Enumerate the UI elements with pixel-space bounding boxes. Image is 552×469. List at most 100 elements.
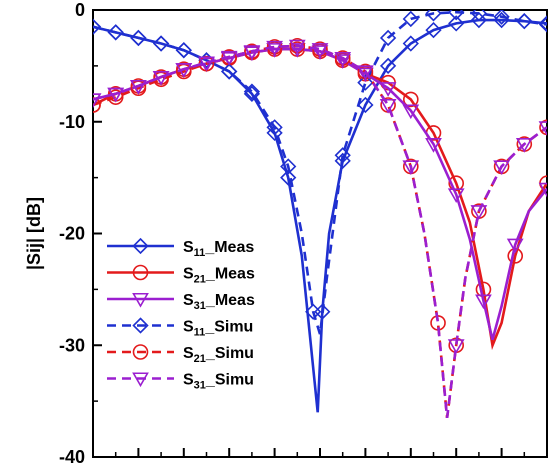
series-31_simu bbox=[93, 39, 547, 419]
data-point-marker bbox=[448, 15, 465, 32]
data-point-marker bbox=[220, 50, 238, 66]
data-point-marker bbox=[175, 42, 192, 59]
legend-item: S31_Simu bbox=[107, 372, 254, 392]
data-point-marker bbox=[448, 175, 465, 192]
legend-marker bbox=[132, 372, 149, 388]
data-point-marker bbox=[470, 205, 488, 220]
legend-label-suffix: _Simu bbox=[205, 372, 254, 389]
legend-label-prefix: S bbox=[183, 266, 194, 283]
data-point-marker bbox=[311, 43, 329, 58]
data-point-marker bbox=[538, 16, 547, 33]
legend-label: S11_Simu bbox=[183, 319, 253, 339]
data-point-marker bbox=[475, 294, 492, 310]
series-31_meas bbox=[93, 43, 547, 341]
data-point-marker bbox=[280, 158, 297, 175]
data-point-marker bbox=[515, 138, 533, 153]
legend-label-subscript: 31 bbox=[194, 300, 206, 312]
y-tick-label: -20 bbox=[59, 224, 85, 244]
legend-label-prefix: S bbox=[183, 239, 194, 256]
data-point-marker bbox=[493, 160, 510, 176]
legend-label-prefix: S bbox=[183, 372, 194, 389]
data-point-marker bbox=[175, 63, 193, 78]
data-point-marker bbox=[311, 45, 329, 60]
data-point-marker bbox=[130, 79, 147, 95]
legend-label: S21_Simu bbox=[183, 345, 254, 365]
legend-label-prefix: S bbox=[183, 319, 194, 336]
data-point-marker bbox=[107, 24, 124, 41]
data-point-marker bbox=[379, 98, 397, 114]
legend-label: S31_Simu bbox=[183, 372, 254, 392]
data-point-marker bbox=[107, 87, 125, 103]
legend-label: S11_Meas bbox=[183, 239, 254, 259]
legend-item: S11_Simu bbox=[107, 317, 253, 339]
legend-marker bbox=[132, 344, 149, 360]
data-point-marker bbox=[402, 91, 419, 108]
legend: S11_MeasS21_MeasS31_MeasS11_SimuS21_Simu… bbox=[107, 237, 255, 392]
data-point-marker bbox=[334, 52, 352, 67]
legend-label-prefix: S bbox=[183, 292, 194, 309]
data-point-marker bbox=[93, 93, 102, 109]
axes: 0 -10 -20 -30 -40 |Sij| [dB] bbox=[24, 0, 548, 467]
data-point-marker bbox=[447, 188, 465, 203]
legend-label-subscript: 11 bbox=[194, 247, 206, 259]
data-point-marker bbox=[379, 82, 397, 97]
data-point-marker bbox=[448, 10, 465, 21]
legend-label-suffix: _Meas bbox=[204, 239, 254, 256]
data-point-marker bbox=[425, 10, 442, 22]
series-layer bbox=[93, 10, 547, 419]
legend-item: S21_Simu bbox=[107, 344, 254, 365]
data-point-marker bbox=[152, 35, 170, 52]
data-point-marker bbox=[402, 35, 419, 52]
data-point-marker bbox=[152, 71, 170, 86]
data-point-marker bbox=[266, 43, 283, 58]
legend-label-suffix: _Simu bbox=[205, 345, 254, 362]
data-point-marker bbox=[93, 97, 101, 113]
data-point-marker bbox=[506, 238, 524, 254]
data-point-marker bbox=[493, 10, 510, 25]
data-point-marker bbox=[288, 39, 306, 55]
y-tick-label: -30 bbox=[59, 335, 85, 355]
data-point-marker bbox=[305, 303, 322, 320]
data-point-marker bbox=[334, 147, 351, 164]
legend-marker bbox=[132, 317, 149, 334]
data-point-marker bbox=[221, 63, 238, 80]
y-axis-title: |Sij| [dB] bbox=[24, 197, 44, 270]
legend-label: S31_Meas bbox=[183, 292, 255, 312]
data-point-marker bbox=[334, 54, 352, 69]
legend-item: S21_Meas bbox=[107, 264, 255, 286]
data-point-marker bbox=[538, 182, 547, 198]
y-tick-label: 0 bbox=[75, 0, 85, 20]
data-point-marker bbox=[425, 21, 442, 39]
data-point-marker bbox=[243, 45, 261, 60]
legend-item: S11_Meas bbox=[107, 237, 254, 259]
data-point-marker bbox=[288, 43, 306, 58]
data-point-marker bbox=[539, 119, 547, 136]
legend-label-suffix: _Meas bbox=[205, 292, 255, 309]
data-point-marker bbox=[379, 57, 397, 75]
data-point-marker bbox=[425, 138, 442, 153]
series-11_simu bbox=[93, 10, 547, 335]
data-point-marker bbox=[379, 29, 397, 47]
data-point-marker bbox=[198, 56, 215, 72]
y-tick-label: -10 bbox=[59, 112, 85, 132]
series-line bbox=[93, 10, 547, 335]
data-point-marker bbox=[402, 104, 420, 120]
data-point-marker bbox=[516, 13, 533, 30]
legend-label-prefix: S bbox=[183, 345, 194, 362]
data-point-marker bbox=[93, 18, 102, 35]
legend-label-subscript: 21 bbox=[194, 353, 206, 365]
data-point-marker bbox=[447, 339, 465, 354]
data-point-marker bbox=[107, 89, 124, 105]
data-point-marker bbox=[357, 96, 374, 114]
series-line bbox=[93, 47, 547, 341]
y-tick-label: -40 bbox=[59, 447, 85, 467]
legend-label-subscript: 31 bbox=[194, 380, 206, 392]
legend-label-suffix: _Simu bbox=[204, 319, 253, 336]
data-point-marker bbox=[357, 65, 374, 81]
data-point-marker bbox=[470, 10, 488, 22]
data-point-marker bbox=[243, 83, 261, 100]
legend-marker bbox=[132, 264, 149, 281]
legend-item: S31_Meas bbox=[107, 292, 255, 312]
data-point-marker bbox=[357, 74, 374, 91]
